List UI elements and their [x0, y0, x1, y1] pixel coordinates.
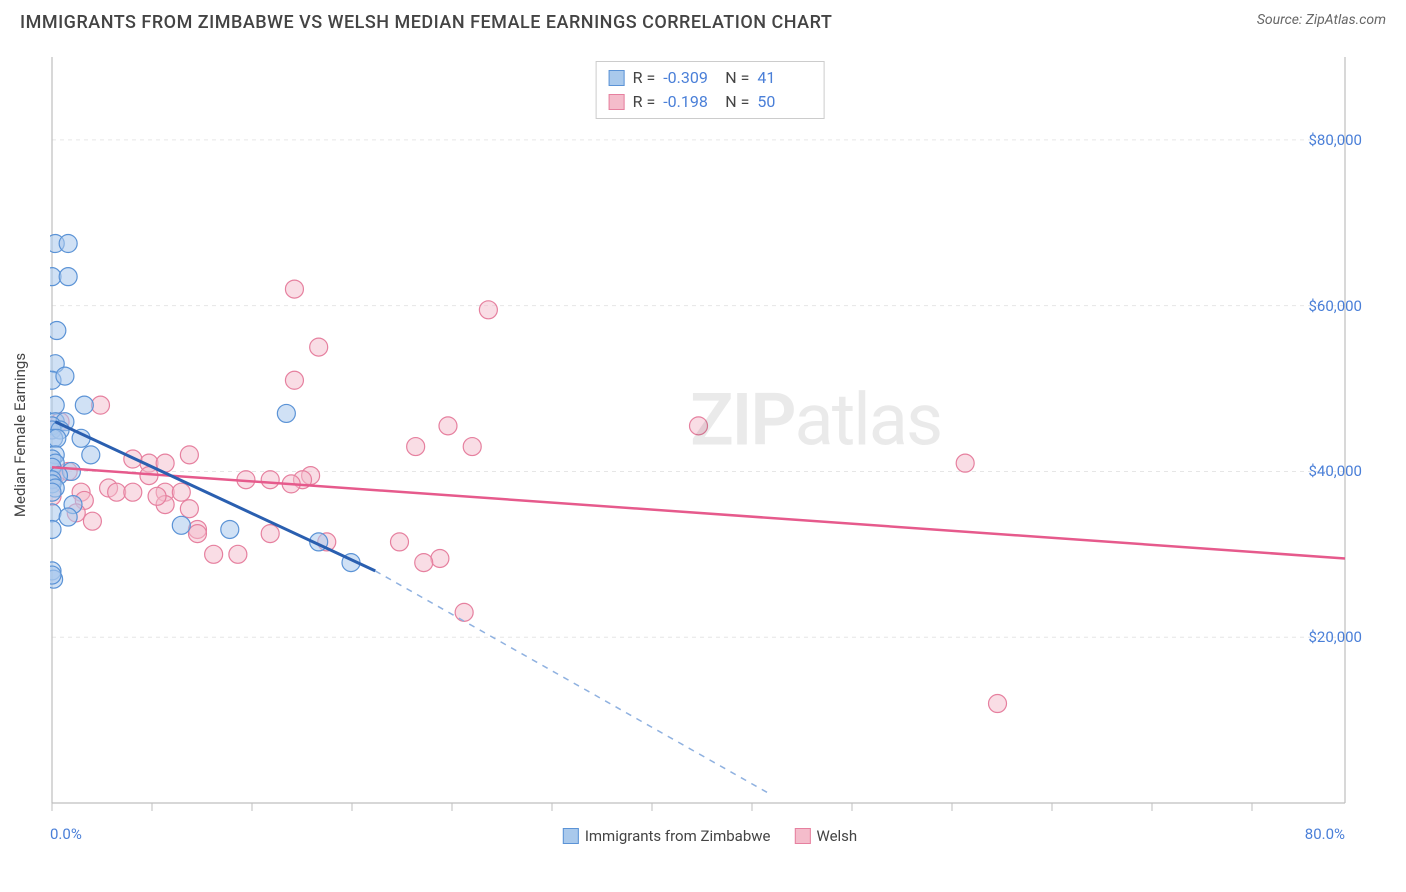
- n-value: 50: [757, 90, 811, 114]
- y-tick-label: $60,000: [1308, 297, 1362, 315]
- y-axis-label: Median Female Earnings: [11, 353, 29, 517]
- r-value: -0.198: [663, 90, 717, 114]
- legend-swatch: [609, 70, 625, 86]
- legend-item: Welsh: [794, 827, 857, 845]
- y-tick-label: $80,000: [1308, 131, 1362, 149]
- chart-title: IMMIGRANTS FROM ZIMBABWE VS WELSH MEDIAN…: [20, 12, 832, 33]
- scatter-plot: [50, 55, 1370, 815]
- x-axis-max-label: 80.0%: [1305, 825, 1345, 843]
- legend-label: Welsh: [816, 827, 857, 845]
- legend-swatch: [794, 828, 810, 844]
- n-value: 41: [757, 66, 811, 90]
- bottom-legend: Immigrants from Zimbabwe Welsh: [563, 827, 857, 845]
- source-label: Source: ZipAtlas.com: [1257, 12, 1386, 28]
- y-tick-label: $20,000: [1308, 628, 1362, 646]
- x-axis-min-label: 0.0%: [50, 825, 82, 843]
- legend-swatch: [563, 828, 579, 844]
- r-value: -0.309: [663, 66, 717, 90]
- chart-container: Median Female Earnings ZIPatlas $20,000$…: [50, 55, 1370, 815]
- legend-item: Immigrants from Zimbabwe: [563, 827, 771, 845]
- stats-legend: R =-0.309N =41R =-0.198N =50: [596, 61, 825, 119]
- legend-label: Immigrants from Zimbabwe: [585, 827, 771, 845]
- stats-row: R =-0.198N =50: [609, 90, 812, 114]
- legend-swatch: [609, 94, 625, 110]
- y-tick-label: $40,000: [1308, 462, 1362, 480]
- stats-row: R =-0.309N =41: [609, 66, 812, 90]
